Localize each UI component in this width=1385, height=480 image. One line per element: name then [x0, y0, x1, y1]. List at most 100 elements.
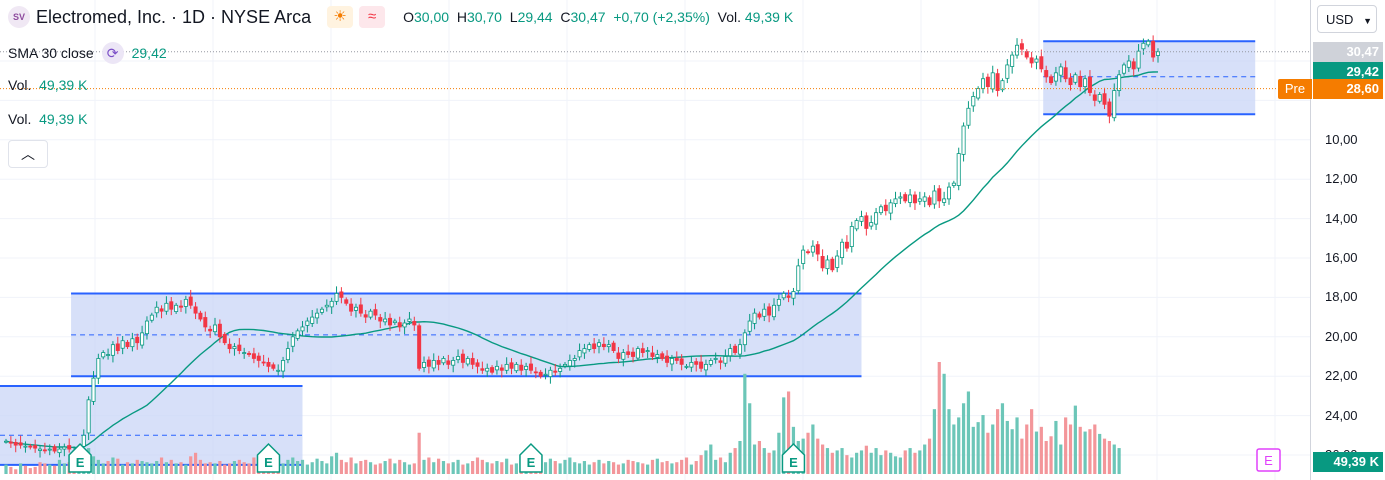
sma-settings-icon[interactable]: ⟳ — [101, 42, 124, 64]
candle-body — [8, 441, 13, 444]
candle-body — [645, 350, 650, 352]
candle-body — [480, 368, 485, 371]
candle-body — [319, 308, 324, 313]
candle-body — [679, 358, 684, 365]
volume-bar — [991, 424, 995, 474]
candle-body — [869, 222, 874, 227]
candle-body — [971, 96, 976, 107]
candle-body — [587, 344, 592, 350]
candle-body — [456, 356, 461, 361]
price-axis[interactable]: USD ▼ 26,0024,0022,0020,0018,0016,0014,0… — [1310, 0, 1385, 480]
candle-body — [878, 206, 883, 214]
indicator-volume-1[interactable]: Vol. 49,39 K — [8, 77, 87, 93]
volume-bar — [500, 462, 504, 474]
candle-body — [840, 241, 845, 259]
volume-bar — [835, 450, 839, 474]
candle-body — [426, 359, 431, 367]
candle-body — [1000, 80, 1005, 91]
candle-body — [616, 352, 621, 359]
volume-bar — [383, 461, 387, 474]
axis-tick-label: 22,00 — [1325, 368, 1358, 384]
volume-name: Vol. — [8, 111, 32, 127]
volume-bar — [616, 464, 621, 474]
candle-body — [295, 330, 300, 339]
candle-body — [733, 345, 738, 353]
volume-bar — [461, 464, 465, 474]
volume-bar — [869, 452, 873, 474]
volume-bar — [932, 409, 937, 474]
candle-body — [951, 182, 956, 186]
volume-bar — [198, 459, 203, 474]
earnings-marker[interactable]: E — [781, 442, 806, 473]
data-delay-icon[interactable]: ≈ — [359, 6, 386, 28]
volume-bar — [490, 463, 494, 474]
volume-bar — [918, 450, 922, 474]
volume-bar — [816, 438, 820, 474]
volume-value: 49,39 K — [39, 111, 88, 127]
volume-bar — [626, 459, 630, 474]
candle-body — [509, 362, 514, 369]
candle-body — [144, 320, 149, 335]
volume-bar — [412, 463, 416, 474]
axis-tick-label: 14,00 — [1325, 210, 1358, 226]
volume-bar — [247, 463, 251, 474]
candle-body — [791, 291, 796, 299]
volume-bar — [393, 463, 397, 474]
candle-body — [1073, 74, 1078, 83]
volume-bar — [611, 462, 616, 474]
volume-bar — [1078, 426, 1082, 474]
upcoming-earnings-marker[interactable]: E — [1256, 448, 1281, 472]
candle-body — [752, 312, 757, 324]
volume-bar — [296, 461, 300, 474]
candle-body — [601, 343, 606, 348]
volume-bar — [694, 461, 698, 474]
candle-body — [1044, 70, 1049, 78]
indicator-sma[interactable]: SMA 30 close ⟳ 29,42 — [8, 42, 167, 64]
volume-bar — [670, 463, 674, 474]
candle-body — [694, 361, 699, 365]
volume-bar — [9, 466, 13, 474]
volume-bar — [1112, 444, 1116, 474]
market-hours-icon[interactable]: ☀ — [327, 6, 354, 28]
candle-body — [558, 367, 563, 372]
candle-body — [966, 107, 971, 126]
currency-label: USD — [1326, 12, 1354, 27]
candle-body — [932, 190, 937, 205]
candle-body — [383, 318, 388, 323]
symbol-title[interactable]: Electromed, Inc. · 1D · NYSE Arca — [36, 6, 312, 27]
volume-bar — [291, 457, 295, 474]
volume-bar — [1020, 438, 1024, 474]
candle-body — [242, 352, 247, 354]
earnings-marker[interactable]: E — [519, 442, 543, 473]
volume-bar — [1010, 429, 1014, 474]
candle-body — [392, 320, 397, 324]
volume-bar — [908, 448, 912, 474]
volume-bar — [884, 450, 888, 474]
volume-bar — [1083, 431, 1087, 474]
volume-bar — [568, 457, 572, 474]
volume-bar — [427, 457, 431, 474]
candle-body — [849, 226, 854, 247]
volume-bar — [680, 459, 684, 474]
collapse-legend-button[interactable]: ︿ — [8, 140, 48, 168]
candle-body — [1078, 75, 1083, 88]
indicator-volume-2[interactable]: Vol. 49,39 K — [8, 111, 87, 127]
volume-bar — [451, 462, 455, 474]
earnings-marker[interactable]: E — [256, 442, 281, 473]
volume-bar — [543, 462, 548, 474]
candle-body — [290, 336, 295, 347]
volume-bar — [1098, 433, 1102, 474]
earnings-marker[interactable]: E — [68, 442, 92, 473]
candle-body — [912, 194, 917, 204]
candle-body — [1097, 94, 1102, 102]
candle-body — [1049, 76, 1054, 84]
candle-body — [115, 343, 120, 351]
volume-bar — [145, 462, 149, 474]
volume-bar — [1102, 438, 1107, 474]
currency-selector[interactable]: USD ▼ — [1317, 5, 1377, 33]
candle-body — [135, 336, 140, 344]
candle-body — [47, 448, 52, 451]
volume-bar — [373, 464, 378, 474]
volume-bar — [480, 459, 484, 474]
